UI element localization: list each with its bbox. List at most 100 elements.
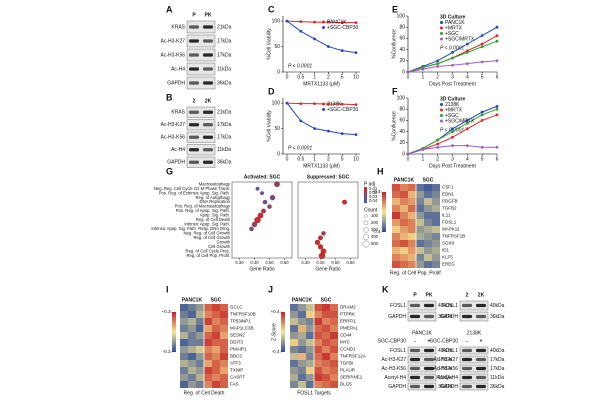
- heat-cell: [220, 374, 228, 381]
- heat-cell: [330, 325, 338, 332]
- band: [476, 366, 486, 371]
- panel-letter: K: [382, 284, 389, 294]
- point: [495, 107, 499, 111]
- heat-cell: [432, 198, 440, 205]
- blot-kda: 11kDa: [490, 375, 504, 381]
- heat-cell: [188, 367, 196, 374]
- heat-cell: [424, 254, 432, 261]
- heat-cell: [290, 318, 298, 325]
- heat-cell: [204, 381, 212, 388]
- legend-marker: [322, 26, 325, 29]
- heat-cell: [212, 304, 220, 311]
- x-tick-label: 0.60: [280, 260, 289, 265]
- heat-cell: [204, 332, 212, 339]
- heat-cell: [432, 191, 440, 198]
- y-tick-label: 80: [399, 25, 405, 31]
- heat-cell: [212, 346, 220, 353]
- lane-label: P: [192, 12, 196, 18]
- band: [189, 25, 199, 29]
- point: [354, 51, 358, 55]
- legend-title: P adj: [364, 181, 375, 187]
- heat-cell: [204, 360, 212, 367]
- panel-letter: A: [166, 4, 173, 14]
- blot-kda: 17kDa: [217, 38, 232, 44]
- gene-label: MYC: [340, 340, 351, 345]
- heat-cell: [298, 381, 306, 388]
- annotation: P < 0.0001: [440, 45, 464, 51]
- legend-marker: [440, 119, 443, 123]
- legend-label: +MRTX: [445, 107, 463, 113]
- point: [299, 20, 303, 23]
- heat-cell: [298, 374, 306, 381]
- blot-frame: [407, 382, 437, 391]
- heat-cell: [416, 240, 424, 247]
- blot-row-label: Ac-H3-K27: [161, 38, 186, 44]
- heat-cell: [400, 261, 408, 268]
- heat-cell: [424, 233, 432, 240]
- dot: [274, 181, 280, 188]
- gene-label: BBC3: [230, 354, 242, 359]
- blot-treatment: SGC-CBP30: [378, 338, 407, 344]
- blot-kda: 11kDa: [438, 375, 452, 381]
- heat-cell: [416, 184, 424, 191]
- point: [495, 145, 499, 149]
- heat-cell: [416, 233, 424, 240]
- x-tick-label: 2: [436, 156, 439, 162]
- heat-cell: [330, 367, 338, 374]
- heat-cell: [392, 205, 400, 212]
- term-label: Intrinsic Apop. Sig. Path. Resp. DNA Dmg…: [151, 226, 230, 231]
- point: [465, 42, 469, 46]
- legend-tick: 100: [371, 213, 379, 218]
- y-tick-label: 100: [272, 100, 281, 106]
- heat-cell: [432, 205, 440, 212]
- x-tick-label: 10: [353, 156, 359, 162]
- heat-cell: [314, 339, 322, 346]
- size-key: [363, 220, 369, 226]
- heat-cell: [180, 360, 188, 367]
- y-tick-label: 50: [274, 44, 280, 50]
- x-tick-label: 4: [466, 74, 469, 80]
- heat-cell: [306, 311, 314, 318]
- blot-kda: 36kDa: [438, 384, 453, 390]
- band: [410, 314, 420, 319]
- blot-kda: 17kDa: [490, 366, 505, 372]
- heat-cell: [196, 360, 204, 367]
- heat-cell: [392, 219, 400, 226]
- blot-kda: 21kDa: [217, 24, 232, 30]
- band: [462, 384, 472, 389]
- heat-cell: [220, 311, 228, 318]
- size-key: [362, 233, 370, 241]
- gene-label: FOSL1: [442, 220, 457, 225]
- heat-cell: [306, 318, 314, 325]
- heat-cell: [322, 381, 330, 388]
- size-key: [364, 214, 368, 218]
- heat-cell: [424, 247, 432, 254]
- point: [495, 113, 499, 117]
- point: [495, 34, 499, 37]
- heat-cell: [392, 198, 400, 205]
- band: [189, 160, 199, 164]
- x-tick-label: 0: [286, 156, 289, 162]
- blot-frame: [407, 311, 437, 322]
- dot: [342, 199, 347, 205]
- y-axis-label: %Cell Viability: [266, 28, 272, 60]
- band: [203, 53, 213, 57]
- panel-letter: J: [268, 284, 273, 294]
- heat-cell: [408, 191, 416, 198]
- band: [462, 357, 472, 362]
- heat-cell: [212, 318, 220, 325]
- heat-cell: [180, 332, 188, 339]
- heat-cell: [290, 339, 298, 346]
- dot: [267, 204, 272, 209]
- point: [436, 62, 440, 65]
- y-tick-label: 0: [277, 151, 280, 157]
- heat-cell: [330, 346, 338, 353]
- blot-row-label: Acetyl-H4: [384, 375, 406, 381]
- lane-label: 2K: [478, 292, 485, 298]
- colorbar-label: -0.4: [272, 349, 280, 354]
- gene-label: FAS: [230, 382, 239, 387]
- heat-cell: [392, 254, 400, 261]
- panel-header: Suppressed: SGC: [307, 174, 350, 180]
- point: [451, 135, 454, 139]
- gene-label: SERPINE1: [340, 375, 363, 380]
